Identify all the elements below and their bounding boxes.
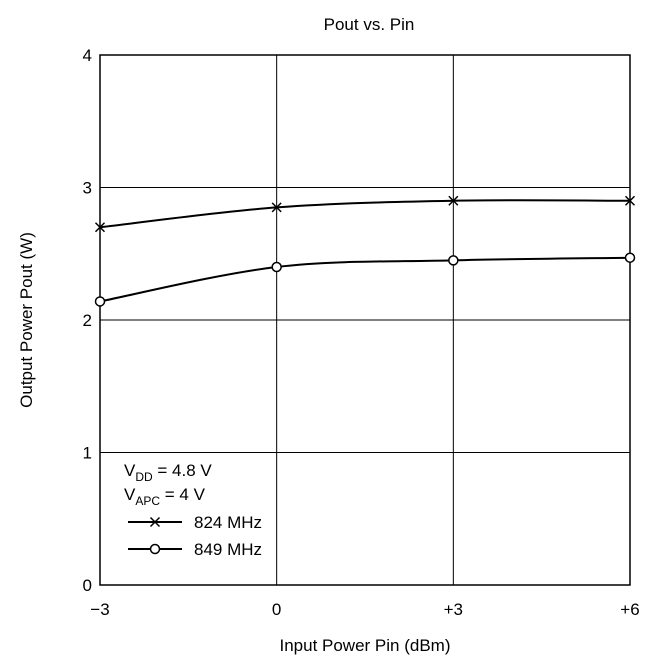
y-axis-ticks: 0 1 2 3 4	[83, 46, 92, 595]
series-0-point-2	[448, 195, 459, 206]
chart-title: Pout vs. Pin	[324, 15, 415, 34]
legend-marker-824	[149, 516, 161, 528]
x-tick-label: +6	[620, 600, 639, 619]
series-0-point-0	[94, 222, 106, 233]
vdd-condition: VDD = 4.8 V	[124, 461, 212, 484]
series-0-point-3	[624, 195, 636, 206]
x-axis-label: Input Power Pin (dBm)	[279, 636, 450, 655]
legend-label-824: 824 MHz	[194, 513, 262, 532]
legend-marker-849	[149, 543, 161, 555]
y-axis-label: Output Power Pout (W)	[17, 232, 36, 408]
series-line-0	[99, 199, 631, 229]
x-tick-label: 0	[272, 600, 281, 619]
vapc-condition: VAPC = 4 V	[124, 485, 206, 508]
series-1-point-0	[94, 296, 106, 307]
series-0-point-1	[271, 202, 282, 213]
series-1-point-2	[448, 255, 459, 266]
series-line-1	[99, 256, 631, 303]
series-1-point-3	[624, 252, 636, 263]
grid-lines	[100, 55, 630, 585]
x-tick-label: −3	[90, 600, 109, 619]
conditions-annotation: VDD = 4.8 V VAPC = 4 V	[124, 461, 212, 508]
series-1-point-1	[271, 261, 282, 273]
y-tick-label: 0	[83, 576, 92, 595]
y-tick-label: 4	[83, 46, 92, 65]
legend-marker-symbol-0	[149, 516, 161, 528]
legend-marker-symbol-1	[149, 543, 161, 555]
legend: 824 MHz 849 MHz	[128, 513, 262, 559]
data-series	[94, 195, 636, 307]
plot-frame	[99, 54, 631, 586]
x-tick-label: +3	[444, 600, 463, 619]
y-tick-label: 1	[83, 444, 92, 463]
y-tick-label: 2	[83, 311, 92, 330]
legend-label-849: 849 MHz	[194, 540, 262, 559]
y-tick-label: 3	[83, 179, 92, 198]
x-axis-ticks: −3 0 +3 +6	[90, 600, 639, 619]
